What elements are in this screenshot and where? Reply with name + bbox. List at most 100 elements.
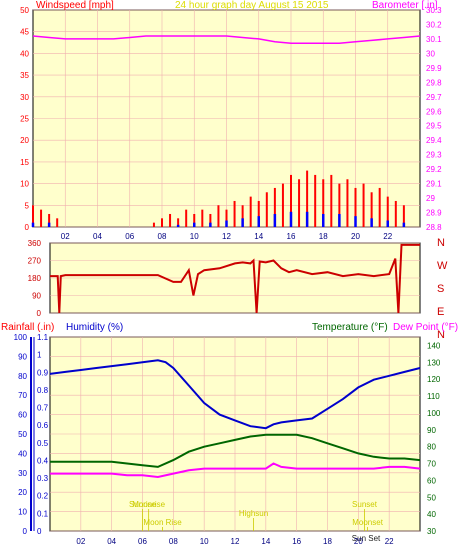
windspeed-tick-label: 0 (25, 223, 30, 232)
rainfall-tick-label: 0.5 (37, 439, 49, 448)
wind-time-tick: 18 (319, 232, 328, 241)
barometer-tick-label: 28.9 (426, 209, 442, 218)
humidity-tick-label: 70 (18, 391, 27, 400)
wind-time-tick: 14 (254, 232, 263, 241)
temperature-tick-label: 70 (427, 460, 436, 469)
temperature-tick-label: 40 (427, 510, 436, 519)
barometer-tick-label: 29.8 (426, 78, 442, 87)
rainfall-tick-label: 0.2 (37, 492, 49, 501)
rainfall-tick-label: 0.8 (37, 386, 49, 395)
temp-time-tick: 06 (138, 537, 147, 546)
graph-title: 24 hour graph day August 15 2015 (175, 0, 329, 11)
humidity-tick-label: 50 (18, 430, 27, 439)
humidity-tick-label: 0 (23, 527, 28, 536)
annotation-label: Highsun (239, 509, 268, 518)
wind-time-tick: 02 (61, 232, 70, 241)
temp-time-tick: 02 (76, 537, 85, 546)
barometer-line (32, 35, 421, 45)
direction-tick-label: 270 (28, 257, 42, 266)
humidity-axis-label: Humidity (%) (66, 322, 123, 333)
temp-time-tick: 08 (169, 537, 178, 546)
temp-time-tick: 12 (231, 537, 240, 546)
rainfall-tick-label: 0 (37, 527, 42, 536)
windspeed-tick-label: 50 (20, 6, 29, 15)
barometer-tick-label: 29.9 (426, 64, 442, 73)
humidity-axis-ticks: 0 10 20 30 40 50 60 70 80 90 100 (14, 333, 32, 536)
temp-time-axis: 02 04 06 08 10 12 14 16 18 20 22 (76, 537, 394, 546)
humidity-tick-label: 10 (18, 508, 27, 517)
dew-point-line (50, 462, 421, 479)
direction-tick-label: 0 (37, 309, 42, 318)
temp-time-tick: 22 (385, 537, 394, 546)
barometer-tick-label: 29.4 (426, 136, 442, 145)
barometer-tick-label: 30.1 (426, 35, 442, 44)
temp-time-tick: 14 (261, 537, 270, 546)
humidity-tick-label: 80 (18, 372, 27, 381)
temp-time-tick: 10 (200, 537, 209, 546)
humidity-tick-label: 20 (18, 488, 27, 497)
wind-direction-line (50, 243, 420, 314)
wind-time-tick: 06 (125, 232, 134, 241)
wind-grid (33, 9, 420, 228)
direction-tick-label: 90 (32, 292, 41, 301)
rainfall-axis-label: Rainfall (.in) (1, 322, 54, 333)
windspeed-tick-label: 30 (20, 93, 29, 102)
windspeed-tick-label: 40 (20, 49, 29, 58)
windspeed-tick-label: 25 (20, 115, 29, 124)
wind-time-tick: 20 (351, 232, 360, 241)
annotation-label: Moonrise (132, 500, 165, 509)
windspeed-axis-ticks: 0 5 10 15 20 25 30 35 40 45 50 (20, 6, 29, 232)
wind-time-axis: 02 04 06 08 10 12 14 16 18 20 22 (61, 232, 393, 241)
temperature-tick-label: 90 (427, 426, 436, 435)
annotation-label: Moon Rise (143, 518, 182, 527)
wind-time-tick: 04 (93, 232, 102, 241)
temperature-tick-label: 130 (427, 358, 441, 367)
temperature-tick-label: 120 (427, 375, 441, 384)
barometer-tick-label: 29.2 (426, 165, 442, 174)
direction-tick-label: 180 (28, 274, 42, 283)
direction-tick-label: 360 (28, 239, 42, 248)
barometer-tick-label: 29.3 (426, 151, 442, 160)
temperature-line (50, 433, 421, 468)
barometer-tick-label: 30.2 (426, 20, 442, 29)
rainfall-tick-label: 1 (37, 351, 42, 360)
rainfall-tick-label: 0.3 (37, 474, 49, 483)
temperature-tick-label: 60 (427, 476, 436, 485)
compass-label: W (437, 260, 448, 272)
direction-grid (50, 242, 420, 314)
temp-time-tick: 04 (107, 537, 116, 546)
windspeed-tick-label: 20 (20, 136, 29, 145)
windspeed-tick-label: 15 (20, 158, 29, 167)
temperature-tick-label: 80 (427, 443, 436, 452)
humidity-tick-label: 40 (18, 449, 27, 458)
barometer-tick-label: 29.5 (426, 122, 442, 131)
barometer-tick-label: 30 (426, 49, 435, 58)
humidity-tick-label: 100 (14, 333, 28, 342)
rainfall-tick-label: 0.7 (37, 404, 49, 413)
compass-label: E (437, 306, 444, 318)
windspeed-tick-label: 10 (20, 180, 29, 189)
wind-time-tick: 10 (190, 232, 199, 241)
barometer-tick-label: 29.7 (426, 93, 442, 102)
annotation-label: Sunset (352, 500, 378, 509)
annotation-label: Moonset (352, 518, 383, 527)
wind-time-tick: 22 (383, 232, 392, 241)
temperature-axis-ticks: 30 40 50 60 70 80 90 100 110 120 130 140 (427, 341, 441, 536)
temperature-tick-label: 110 (427, 392, 440, 401)
compass-label: N (437, 237, 445, 249)
humidity-tick-label: 60 (18, 411, 27, 420)
rainfall-tick-label: 0.4 (37, 456, 49, 465)
rainfall-tick-label: 0.1 (37, 509, 49, 518)
rainfall-tick-label: 1.1 (37, 333, 49, 342)
wind-time-tick: 08 (158, 232, 167, 241)
barometer-tick-label: 29.1 (426, 180, 442, 189)
temp-time-tick: 18 (323, 537, 332, 546)
dew-point-axis-label: Dew Point (°F) (393, 322, 458, 333)
windspeed-tick-label: 45 (20, 28, 29, 37)
barometer-axis-ticks: 28.8 28.9 29 29.1 29.2 29.3 29.4 29.5 29.6 29.7 29… (426, 6, 442, 232)
humidity-tick-label: 90 (18, 352, 27, 361)
